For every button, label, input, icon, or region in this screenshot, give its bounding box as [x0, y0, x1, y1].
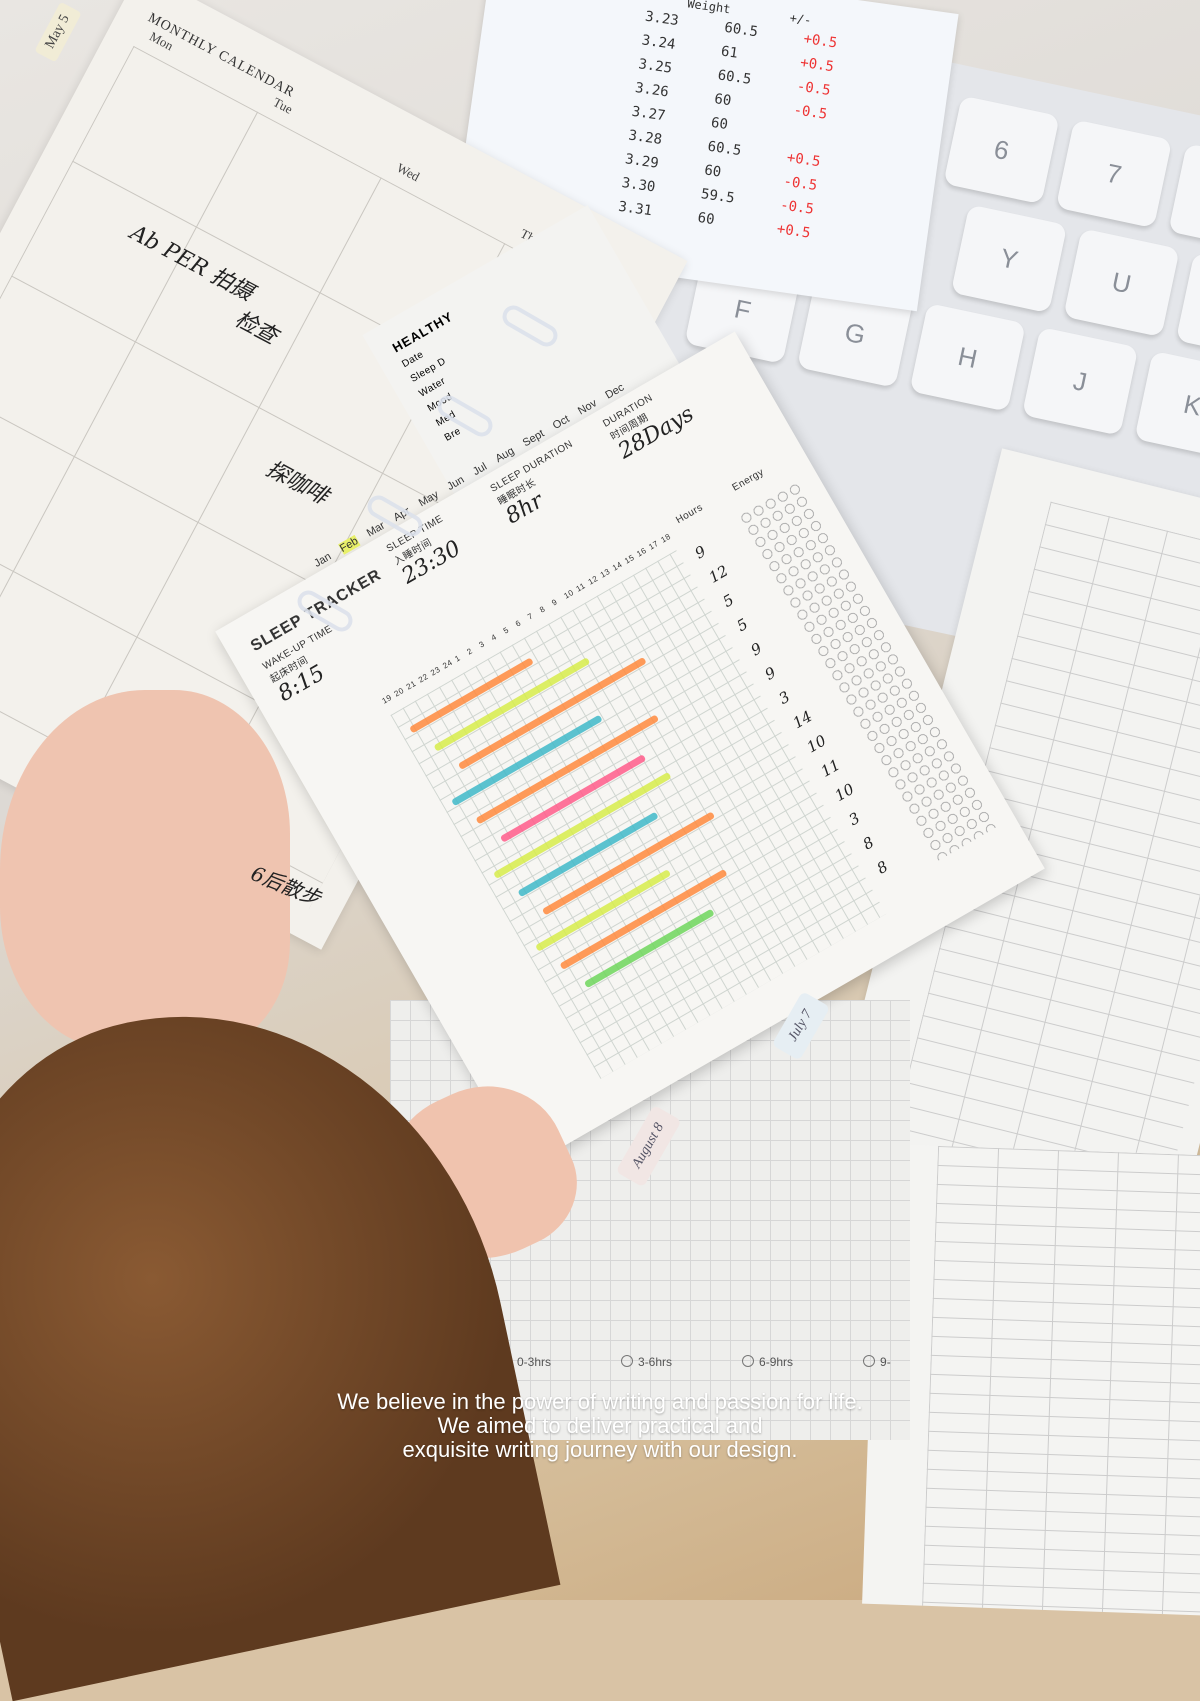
hour-tick: 23	[428, 664, 443, 678]
hour-tick: 10	[562, 587, 576, 601]
hour-tick: 1	[453, 653, 462, 664]
hour-tick: 4	[489, 632, 499, 643]
hour-tick: 3	[477, 639, 487, 650]
hour-tick: 22	[416, 671, 430, 685]
hand	[0, 690, 290, 1050]
hour-tick: 8	[538, 604, 547, 615]
key-j: J	[1021, 326, 1139, 436]
caption-line-1: We believe in the power of writing and p…	[337, 1389, 863, 1414]
hour-tick: 20	[392, 685, 406, 699]
hour-tick: 15	[622, 552, 637, 566]
option-0-3: 0-3hrs	[500, 1355, 551, 1369]
row-diff: +0.5	[775, 221, 812, 242]
hour-tick: 11	[574, 581, 588, 594]
key-h: H	[909, 302, 1026, 412]
grid-sheet	[862, 1143, 1200, 1617]
hours-label: Hours	[674, 502, 706, 527]
caption-line-3: exquisite writing journey with our desig…	[402, 1437, 798, 1462]
hour-tick: 7	[525, 611, 535, 622]
caption: We believe in the power of writing and p…	[0, 1390, 1200, 1462]
key-y: Y	[950, 204, 1068, 314]
hour-tick: 2	[465, 646, 475, 657]
option-6-9: 6-9hrs	[742, 1355, 793, 1369]
energy-label: Energy	[730, 466, 767, 494]
sleep-bar	[583, 908, 715, 989]
hour-tick: 16	[635, 545, 649, 559]
hour-tick: 13	[598, 566, 612, 580]
sleep-bar	[457, 656, 647, 770]
hour-tick: 24	[441, 657, 455, 671]
hour-tick: 5	[501, 625, 511, 636]
row-diff: -0.5	[792, 102, 829, 123]
row-diff	[789, 122, 792, 146]
sleep-bar	[409, 657, 534, 734]
key-k: K	[1134, 350, 1200, 460]
hour-tick: 9	[550, 597, 559, 608]
hour-tick: 6	[513, 618, 523, 629]
option-9: 9-	[863, 1355, 891, 1369]
hour-tick: 12	[586, 573, 600, 587]
hour-tick: 19	[380, 692, 394, 706]
key-i: I	[1175, 252, 1200, 362]
hour-tick: 21	[404, 678, 418, 692]
option-3-6: 3-6hrs	[621, 1355, 672, 1369]
key-u: U	[1063, 228, 1180, 338]
caption-line-2: We aimed to deliver practical and	[437, 1413, 763, 1438]
key-7: 7	[1055, 119, 1173, 229]
key-8: 8	[1168, 143, 1200, 253]
hour-tick: 14	[610, 559, 624, 573]
hour-tick: 18	[659, 531, 673, 545]
sleep-options: 0-3hrs 3-6hrs 6-9hrs 9-	[500, 1355, 891, 1369]
diff-header: +/-	[788, 10, 813, 28]
hour-tick: 17	[647, 538, 661, 552]
key-6: 6	[943, 95, 1060, 205]
